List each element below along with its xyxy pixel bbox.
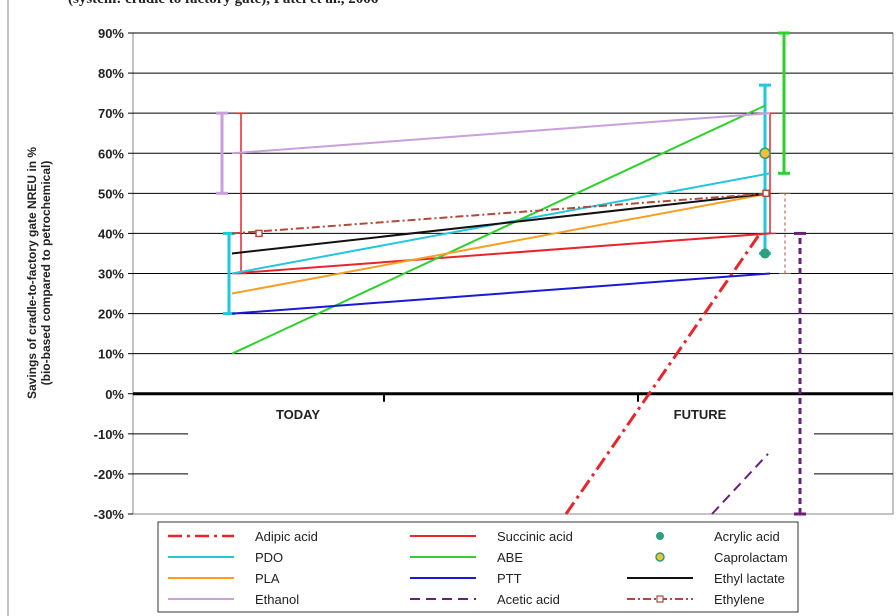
legend-label-succinic-acid: Succinic acid xyxy=(497,529,573,544)
adipic-acid-line xyxy=(564,232,762,515)
pla-line xyxy=(231,192,771,295)
y-tick-labels: 90% 80% 70% 60% 50% 40% 30% 20% 10% 0% -10% -20% -30… xyxy=(94,26,125,522)
y-tick-label: -10% xyxy=(94,427,125,442)
y-tick-label: 0% xyxy=(105,387,124,402)
category-label: FUTURE xyxy=(674,407,727,422)
abe-line xyxy=(231,104,767,355)
legend-label-abe: ABE xyxy=(497,550,523,565)
caprolactam-marker xyxy=(759,147,771,159)
legend-label-acrylic-acid: Acrylic acid xyxy=(714,529,780,544)
y-tick-label: 10% xyxy=(98,347,124,362)
legend-label-ethanol: Ethanol xyxy=(255,592,299,607)
legend-label-pdo: PDO xyxy=(255,550,283,565)
y-tick-label: -30% xyxy=(94,507,125,522)
y-tick-label: 80% xyxy=(98,66,124,81)
legend-label-adipic-acid: Adipic acid xyxy=(255,529,318,544)
legend-box xyxy=(157,521,799,613)
y-tick-label: 20% xyxy=(98,307,124,322)
y-tick-label: 90% xyxy=(98,26,124,41)
ethylene-marker xyxy=(255,229,263,238)
ethylene-marker xyxy=(762,189,770,198)
legend-label-ethyl-lactate: Ethyl lactate xyxy=(714,571,785,586)
header-text: (system: cradle to factory gate), Patel … xyxy=(68,0,378,8)
legend-label-caprolactam: Caprolactam xyxy=(714,550,788,565)
legend-label-ethylene: Ethylene xyxy=(714,592,765,607)
acetic-acid-line xyxy=(711,453,769,515)
legend-label-acetic-acid: Acetic acid xyxy=(497,592,560,607)
acrylic-acid-marker xyxy=(760,248,770,259)
succinic-acid-line xyxy=(231,232,771,275)
legend-swatch-acrylic-acid xyxy=(656,532,664,540)
ptt-line xyxy=(231,272,771,315)
y-axis-label: Savings of cradle-to-factory gate NREU i… xyxy=(25,147,53,399)
y-tick-label: 60% xyxy=(98,146,124,161)
legend-swatch-caprolactam xyxy=(655,552,665,562)
ethanol-line xyxy=(231,112,771,155)
y-tick-label: 30% xyxy=(98,267,124,282)
legend-swatch-marker-ethylene xyxy=(656,595,664,603)
series-lines xyxy=(216,31,806,516)
ethyl-lactate-line xyxy=(231,192,771,255)
category-labels: TODAY FUTURE xyxy=(276,407,727,422)
legend-label-ptt: PTT xyxy=(497,571,522,586)
legend-label-pla: PLA xyxy=(255,571,280,586)
ethylene-line xyxy=(231,192,771,235)
y-tick-label: 40% xyxy=(98,226,124,241)
y-axis-label-line: Savings of cradle-to-factory gate NREU i… xyxy=(25,147,39,399)
legend: Adipic acid Succinic acid Acrylic acid PDO A… xyxy=(157,521,799,613)
y-axis-label-line: (bio-based compared to petrochemical) xyxy=(39,161,53,386)
y-tick-label: 50% xyxy=(98,186,124,201)
y-tick-label: 70% xyxy=(98,106,124,121)
y-tick-label: -20% xyxy=(94,467,125,482)
category-label: TODAY xyxy=(276,407,320,422)
